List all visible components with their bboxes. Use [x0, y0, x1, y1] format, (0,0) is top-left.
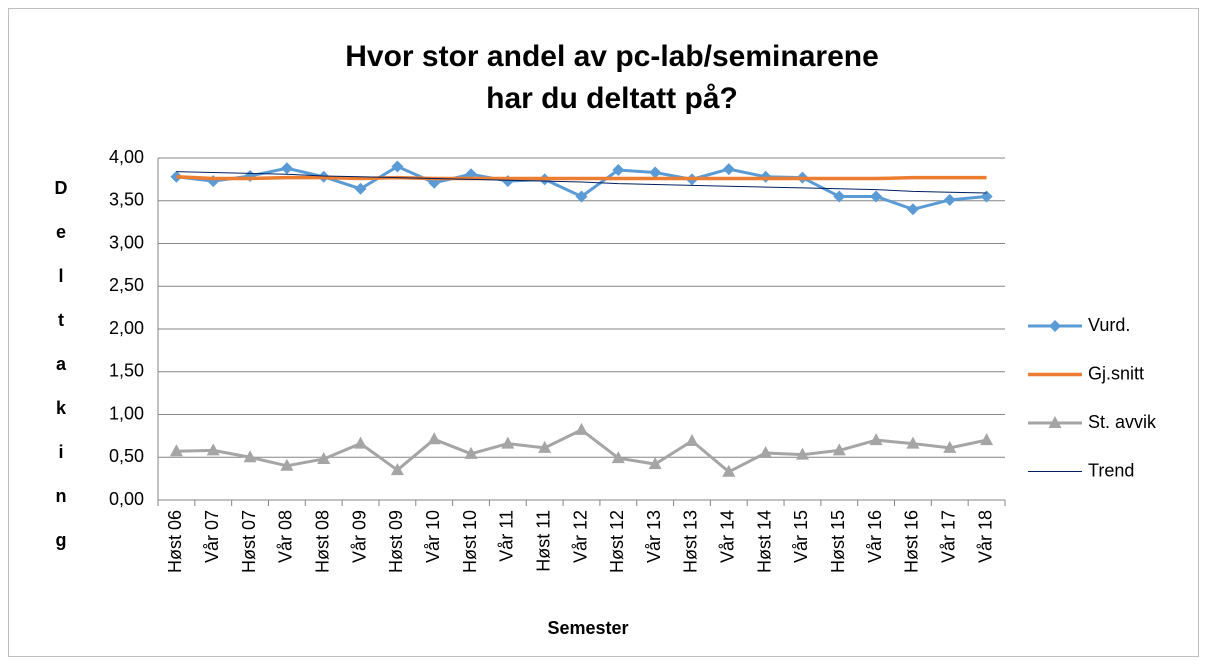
- x-tick-label: Høst 14: [754, 510, 774, 573]
- x-tick-label: Høst 15: [828, 510, 848, 573]
- marker: [833, 190, 846, 203]
- marker: [354, 436, 368, 449]
- marker: [391, 160, 404, 173]
- marker: [390, 463, 404, 476]
- marker: [832, 443, 846, 456]
- x-tick-label: Høst 10: [460, 510, 480, 573]
- marker: [280, 162, 293, 175]
- y-tick-label: 0,00: [109, 489, 144, 509]
- chart-title: Hvor stor andel av pc-lab/seminarene: [345, 40, 879, 73]
- marker: [354, 182, 367, 195]
- y-tick-label: 1,50: [109, 361, 144, 381]
- legend-label: Gj.snitt: [1088, 363, 1144, 383]
- chart-border: [8, 8, 1199, 657]
- marker: [722, 163, 735, 176]
- x-tick-label: Vår 14: [718, 510, 738, 563]
- x-tick-label: Vår 11: [497, 510, 517, 562]
- line: [176, 175, 987, 181]
- y-tick-label: 1,00: [109, 403, 144, 423]
- marker: [538, 440, 552, 453]
- marker: [169, 444, 183, 457]
- x-tick-label: Høst 11: [533, 510, 553, 572]
- marker: [1048, 416, 1062, 428]
- y-tick-label: 0,50: [109, 446, 144, 466]
- x-tick-label: Vår 15: [791, 510, 811, 563]
- marker: [317, 451, 331, 464]
- y-axis-title: Deltaking: [51, 178, 71, 574]
- x-tick-label: Vår 16: [865, 510, 885, 563]
- x-tick-label: Vår 07: [202, 510, 222, 563]
- marker: [649, 166, 662, 179]
- marker: [648, 457, 662, 470]
- x-tick-label: Vår 18: [975, 510, 995, 563]
- marker: [280, 458, 294, 471]
- x-axis-title: Semester: [547, 618, 628, 638]
- marker: [575, 422, 588, 435]
- legend-label: Vurd.: [1088, 315, 1130, 335]
- marker: [906, 203, 919, 216]
- marker: [501, 436, 515, 449]
- marker: [869, 433, 883, 446]
- x-tick-label: Vår 17: [939, 510, 959, 563]
- marker: [870, 190, 883, 203]
- x-tick-label: Høst 09: [386, 510, 406, 573]
- series: [169, 422, 994, 477]
- x-tick-label: Høst 12: [607, 510, 627, 573]
- marker: [427, 432, 441, 445]
- x-tick-label: Høst 16: [902, 510, 922, 573]
- series: [176, 175, 987, 181]
- marker: [795, 447, 809, 460]
- legend-label: Trend: [1088, 460, 1134, 480]
- series: [176, 171, 987, 194]
- y-tick-label: 3,00: [109, 232, 144, 252]
- x-tick-label: Vår 08: [276, 510, 296, 563]
- x-tick-label: Vår 09: [349, 510, 369, 563]
- chart-title: har du deltatt på?: [486, 82, 738, 115]
- y-tick-label: 4,00: [109, 147, 144, 167]
- marker: [1049, 320, 1061, 332]
- marker: [980, 433, 994, 446]
- marker: [612, 163, 625, 176]
- legend-label: St. avvik: [1088, 412, 1157, 432]
- marker: [722, 464, 736, 477]
- marker: [243, 450, 257, 463]
- y-tick-label: 3,50: [109, 190, 144, 210]
- x-tick-label: Høst 07: [239, 510, 259, 573]
- marker: [943, 440, 957, 453]
- marker: [206, 443, 220, 456]
- marker: [759, 445, 773, 458]
- series: [170, 160, 993, 216]
- marker: [611, 451, 625, 464]
- x-tick-label: Vår 13: [644, 510, 664, 563]
- line: [176, 171, 987, 194]
- y-tick-label: 2,00: [109, 318, 144, 338]
- marker: [906, 436, 920, 449]
- x-tick-label: Høst 06: [165, 510, 185, 573]
- y-tick-label: 2,50: [109, 275, 144, 295]
- x-tick-label: Høst 13: [681, 510, 701, 573]
- x-tick-label: Vår 10: [423, 510, 443, 563]
- x-tick-label: Høst 08: [312, 510, 332, 573]
- x-tick-label: Vår 12: [570, 510, 590, 563]
- marker: [685, 434, 699, 447]
- marker: [464, 446, 478, 459]
- marker: [575, 190, 588, 203]
- marker: [943, 193, 956, 206]
